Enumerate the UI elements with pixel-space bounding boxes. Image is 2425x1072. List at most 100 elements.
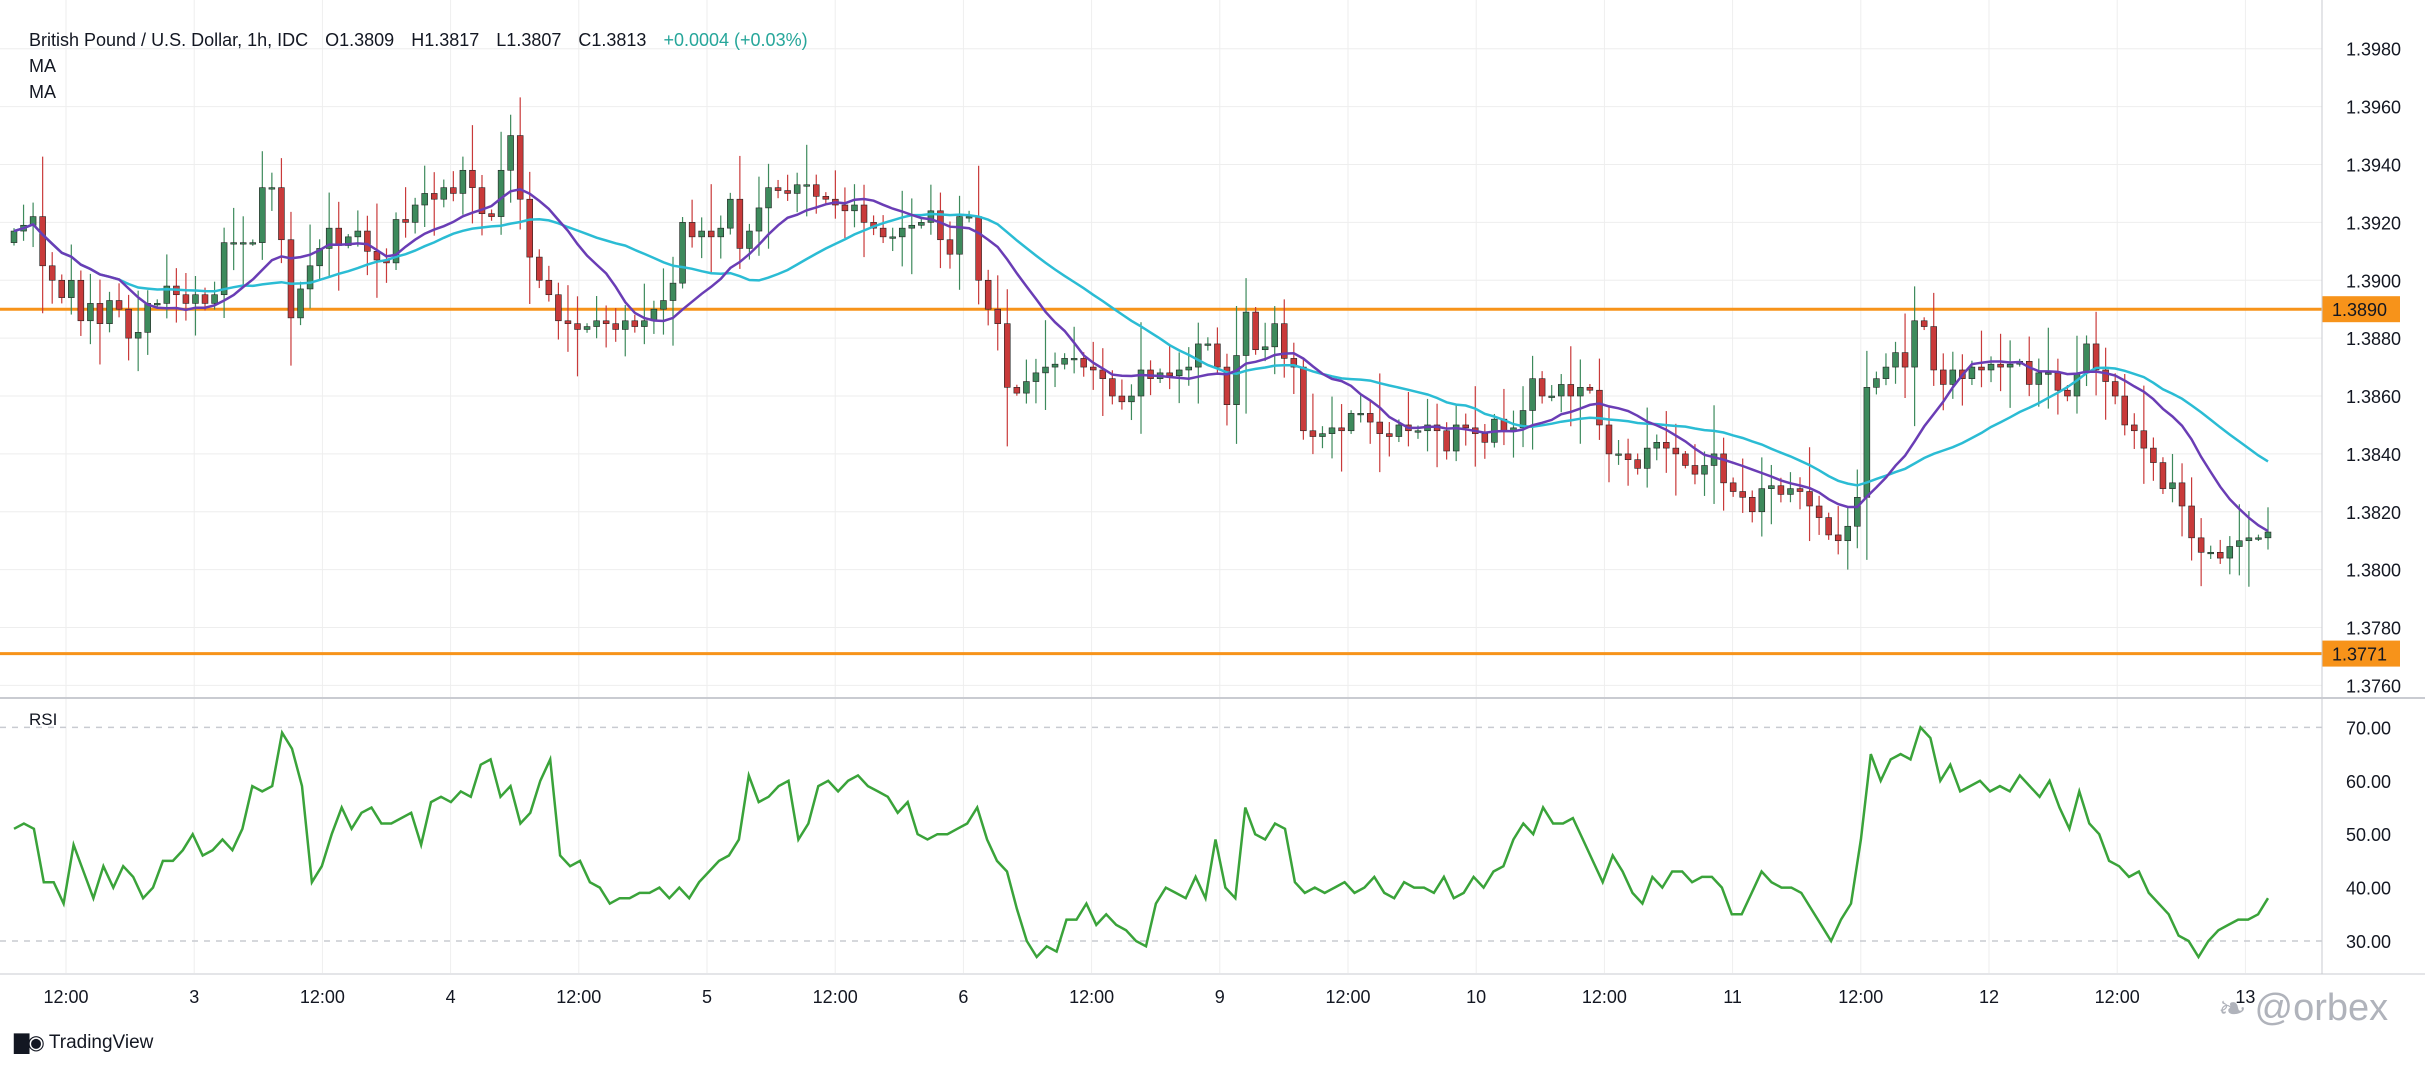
candle-body <box>641 320 648 327</box>
candle-body <box>1261 346 1269 351</box>
tradingview-brand[interactable]: ▇◉ TradingView <box>14 1030 153 1055</box>
candle-body <box>1195 343 1202 368</box>
candle-body <box>946 239 954 255</box>
candle-body <box>154 303 161 306</box>
candle-body <box>1376 421 1384 434</box>
candle-body <box>2159 462 2167 489</box>
candle-body <box>2045 372 2052 375</box>
candle-body <box>965 216 973 219</box>
candle-body <box>230 242 237 245</box>
candle-body <box>1978 366 1985 371</box>
open-value: O1.3809 <box>325 30 395 50</box>
candle-body <box>1223 366 1231 405</box>
candle-body <box>545 279 553 296</box>
candle-body <box>526 198 533 258</box>
candle-body <box>1653 442 1660 449</box>
candle-body <box>898 227 906 238</box>
candle-body <box>1796 488 1804 492</box>
candle-body <box>249 242 257 245</box>
candle-body <box>746 230 753 249</box>
candle-body <box>612 323 619 330</box>
candle-body <box>134 332 142 339</box>
candle-body <box>2226 546 2234 559</box>
rsi-line <box>13 724 2270 960</box>
candle-body <box>1519 410 1527 429</box>
candle-body <box>660 300 667 310</box>
watermark: ❧ @orbex <box>2218 987 2388 1030</box>
candle-body <box>631 320 639 327</box>
candle-body <box>1557 384 1565 397</box>
candle-body <box>402 219 409 223</box>
symbol-title[interactable]: British Pound / U.S. Dollar, 1h, IDC <box>29 30 309 50</box>
brand-name: TradingView <box>48 1031 154 1053</box>
candle-body <box>2006 363 2014 368</box>
tradingview-logo-icon: ▇◉ <box>14 1032 45 1054</box>
candle-body <box>239 242 247 245</box>
candle-body <box>1930 326 1937 371</box>
price-tick-label: 1.3860 <box>2346 387 2401 407</box>
candle-body <box>908 224 916 229</box>
candle-body <box>2169 482 2176 489</box>
bird-icon: ❧ <box>2218 989 2247 1028</box>
candle-body <box>755 207 763 232</box>
candle-body <box>669 282 677 301</box>
candle-body <box>2207 551 2214 555</box>
level-label: 1.3890 <box>2332 300 2387 320</box>
candle-body <box>392 219 400 264</box>
rsi-series <box>0 724 2322 960</box>
candle-body <box>1577 387 1584 397</box>
candle-body <box>115 300 123 310</box>
candle-body <box>96 303 104 324</box>
candle-body <box>450 187 457 194</box>
candle-body <box>1414 430 1422 433</box>
candle-body <box>1242 311 1250 356</box>
candle-body <box>1233 355 1240 405</box>
candle-body <box>1787 488 1794 495</box>
time-tick-label: 3 <box>189 987 199 1007</box>
candle-body <box>2054 372 2062 391</box>
candle-body <box>297 288 304 319</box>
candlestick-series <box>10 97 2272 587</box>
candle-body <box>1634 459 1641 469</box>
candle-body <box>1319 433 1326 437</box>
candle-body <box>736 198 744 249</box>
indicator-ma-slow[interactable]: MA <box>29 82 56 102</box>
time-tick-label: 12:00 <box>1069 987 1114 1007</box>
time-tick-label: 5 <box>702 987 712 1007</box>
candle-body <box>268 187 276 190</box>
candle-body <box>717 227 725 238</box>
symbol-header: British Pound / U.S. Dollar, 1h, IDC O1.… <box>29 27 820 53</box>
time-tick-label: 10 <box>1466 987 1486 1007</box>
candle-body <box>803 184 810 187</box>
candle-body <box>1061 358 1068 365</box>
candle-body <box>39 216 46 267</box>
price-tick-label: 1.3980 <box>2346 40 2401 60</box>
rsi-pane-label[interactable]: RSI <box>29 710 58 729</box>
candle-body <box>87 303 94 322</box>
candle-body <box>1672 447 1680 455</box>
ma-fast-line <box>13 187 2269 533</box>
candle-body <box>354 230 362 238</box>
candle-body <box>68 279 75 298</box>
candle-body <box>48 265 56 281</box>
chart-legend: British Pound / U.S. Dollar, 1h, IDC O1.… <box>29 27 820 105</box>
candle-body <box>1949 369 1957 385</box>
time-tick-label: 12:00 <box>556 987 601 1007</box>
candle-body <box>774 187 782 191</box>
candle-body <box>1940 369 1947 385</box>
candle-body <box>765 187 772 209</box>
candle-body <box>688 222 696 238</box>
ma-slow-line <box>13 212 2269 487</box>
candle-body <box>927 210 935 223</box>
indicator-ma-fast[interactable]: MA <box>29 56 56 76</box>
rsi-tick-label: 60.00 <box>2346 772 2391 792</box>
candle-body <box>2025 360 2033 385</box>
candle-body <box>77 279 85 322</box>
high-value: H1.3817 <box>411 30 480 50</box>
candle-body <box>1300 366 1307 432</box>
candle-body <box>574 323 581 330</box>
candle-body <box>1080 358 1087 368</box>
grid-layer <box>0 0 2322 973</box>
candle-body <box>1854 497 1861 527</box>
